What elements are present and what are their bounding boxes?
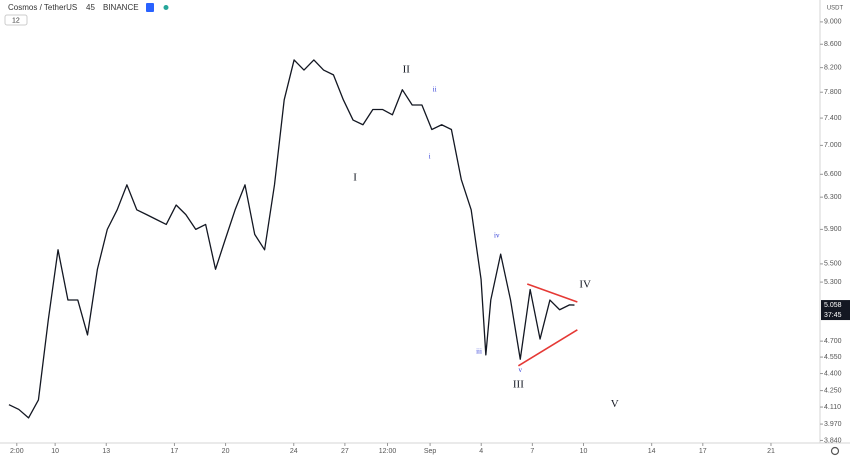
settings-icon[interactable]: [830, 446, 840, 456]
price-line: [8, 59, 575, 419]
status-dot: [163, 5, 169, 10]
y-tick-label: 8.600: [824, 41, 842, 48]
y-tick-label: 9.000: [824, 19, 842, 26]
x-tick-label: 17: [171, 448, 179, 455]
symbol: Cosmos / TetherUS: [8, 3, 77, 12]
x-tick-label: 27: [341, 448, 349, 455]
wave-label: iii: [476, 347, 482, 355]
wave-label: v: [519, 366, 523, 374]
y-tick-label: 4.550: [824, 354, 842, 361]
y-tick-label: 7.800: [824, 89, 842, 96]
x-tick-label: 10: [580, 448, 588, 455]
wave-label: ii: [433, 85, 437, 93]
wave-label: V: [611, 398, 619, 410]
last-price-box: [821, 300, 850, 321]
y-tick-label: 7.400: [824, 115, 842, 122]
x-tick-label: 7: [530, 448, 534, 455]
x-tick-label: 21: [767, 448, 775, 455]
y-tick-label: 8.200: [824, 64, 842, 71]
x-tick-label: 14: [648, 448, 656, 455]
x-tick-label: 17: [699, 448, 707, 455]
wave-label: III: [513, 378, 524, 390]
y-tick-label: 4.700: [824, 338, 842, 345]
y-tick-label: 3.840: [824, 437, 842, 444]
trendline: [517, 329, 578, 367]
wave-label: iv: [494, 232, 500, 240]
y-tick-label: 4.250: [824, 387, 842, 394]
y-tick-label: 6.300: [824, 194, 842, 201]
x-tick-label: 12:00: [379, 448, 397, 455]
x-tick-label: 2:00: [10, 448, 24, 455]
y-tick-label: 6.600: [824, 171, 842, 178]
wave-label: I: [353, 172, 357, 184]
x-tick-label: 24: [290, 448, 298, 455]
y-tick-label: 5.300: [824, 279, 842, 286]
wave-label: i: [429, 152, 431, 160]
interval: 45: [86, 3, 95, 12]
y-tick-label: 7.000: [824, 142, 842, 149]
wave-label: IV: [579, 278, 591, 290]
y-tick-label: 4.110: [824, 404, 841, 411]
badge: 12: [12, 17, 20, 24]
countdown: 37:45: [824, 312, 842, 319]
exchange: BINANCE: [103, 3, 139, 12]
x-tick-label: 10: [51, 448, 59, 455]
y-tick-label: 5.500: [824, 261, 842, 268]
x-tick-label: Sep: [424, 448, 437, 455]
y-tick-label: 3.970: [824, 421, 842, 428]
flag-icon[interactable]: [146, 3, 154, 12]
x-tick-label: 20: [222, 448, 230, 455]
y-tick-label: 4.400: [824, 370, 842, 377]
badge-box[interactable]: [4, 14, 28, 26]
trendline: [526, 283, 578, 303]
currency: USDT: [827, 6, 844, 12]
last-price: 5.058: [824, 302, 842, 309]
x-tick-label: 4: [479, 448, 483, 455]
x-tick-label: 13: [102, 448, 110, 455]
wave-label: II: [403, 64, 411, 76]
y-tick-label: 5.900: [824, 226, 842, 233]
